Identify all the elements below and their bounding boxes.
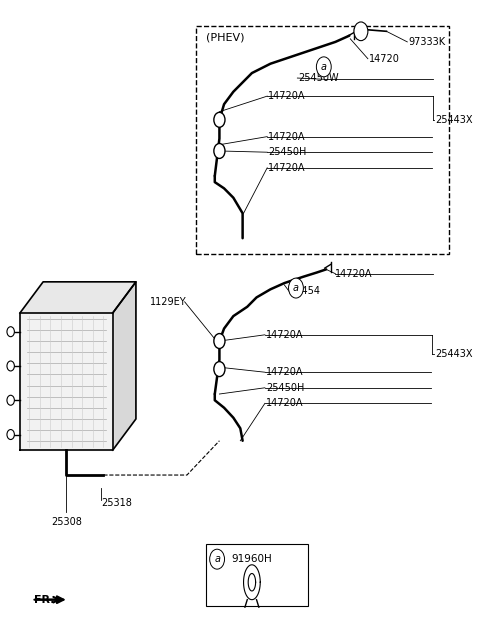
Circle shape	[214, 112, 225, 127]
Polygon shape	[20, 313, 113, 450]
Text: 97333K: 97333K	[408, 37, 445, 47]
Text: 14720A: 14720A	[336, 269, 373, 279]
Polygon shape	[20, 282, 136, 313]
Text: (PHEV): (PHEV)	[205, 33, 244, 43]
Text: 25308: 25308	[51, 517, 82, 527]
Text: 25450H: 25450H	[266, 382, 304, 393]
Text: 91960H: 91960H	[231, 554, 272, 564]
Circle shape	[214, 334, 225, 349]
Polygon shape	[113, 282, 136, 450]
Text: 14720A: 14720A	[268, 163, 306, 173]
Text: 14720A: 14720A	[266, 367, 303, 377]
Text: 25443X: 25443X	[435, 115, 473, 125]
Text: 25443X: 25443X	[435, 349, 473, 359]
Circle shape	[7, 395, 14, 405]
Circle shape	[7, 429, 14, 439]
Circle shape	[354, 22, 368, 41]
Text: a: a	[321, 62, 327, 72]
Text: 25454: 25454	[289, 286, 320, 296]
Text: a: a	[214, 554, 220, 564]
Text: a: a	[293, 283, 299, 293]
Circle shape	[214, 362, 225, 377]
Text: 14720A: 14720A	[266, 398, 303, 408]
Text: 14720: 14720	[369, 54, 400, 64]
Circle shape	[7, 361, 14, 371]
Circle shape	[288, 278, 303, 298]
Text: 25450H: 25450H	[268, 147, 307, 157]
FancyBboxPatch shape	[205, 543, 308, 606]
Circle shape	[7, 327, 14, 337]
FancyBboxPatch shape	[196, 26, 449, 254]
Text: 1129EY: 1129EY	[150, 297, 186, 307]
Circle shape	[214, 143, 225, 158]
Text: 14720A: 14720A	[266, 330, 303, 340]
Text: 14720A: 14720A	[268, 91, 306, 101]
Text: 14720A: 14720A	[268, 131, 306, 141]
Circle shape	[210, 549, 225, 569]
Text: 25318: 25318	[101, 498, 132, 508]
Text: 25450W: 25450W	[298, 73, 339, 83]
Circle shape	[316, 57, 331, 77]
Text: FR.: FR.	[34, 595, 54, 605]
